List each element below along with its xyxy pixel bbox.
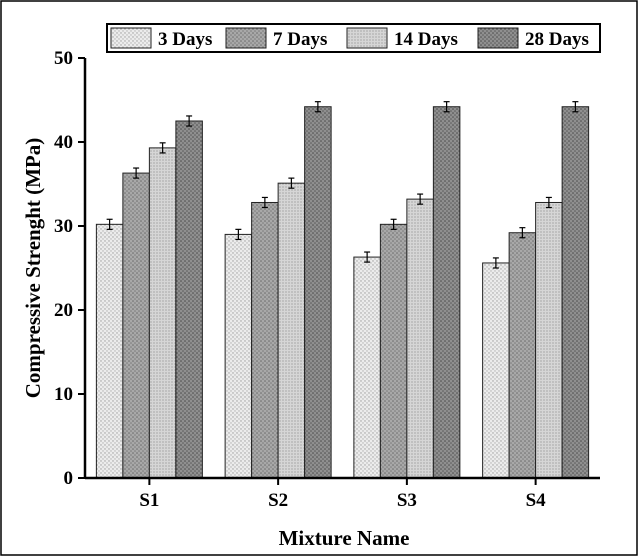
bar-s4-series-1 <box>508 232 537 479</box>
legend-label: 28 Days <box>525 29 589 50</box>
bar-s3-series-1 <box>379 223 408 479</box>
x-tick-label: S1 <box>139 490 159 511</box>
bar-s2-series-3 <box>304 106 332 479</box>
bar-s2-series-0 <box>224 233 253 479</box>
bar-s4-series-3 <box>561 106 590 479</box>
bar-s1-series-1 <box>122 172 150 479</box>
bar-s3-series-2 <box>406 198 434 479</box>
legend-swatch <box>477 27 519 49</box>
legend-label: 7 Days <box>273 29 327 50</box>
y-tick-label: 50 <box>54 48 73 69</box>
legend-swatch <box>225 27 267 49</box>
x-tick-label: S2 <box>268 490 288 511</box>
error-bars-group <box>106 101 579 269</box>
legend: 3 Days 7 Days 14 Days 28 Days <box>106 23 601 53</box>
x-ticks: S1 S2 S3 S4 <box>139 478 546 511</box>
bar-s3-series-0 <box>353 256 381 479</box>
x-tick-label: S4 <box>526 490 547 511</box>
legend-swatch <box>110 27 152 49</box>
legend-swatch <box>346 27 388 49</box>
y-tick-label: 30 <box>54 216 73 237</box>
bar-s2-series-1 <box>251 201 279 479</box>
y-axis-title: Compressive Strenght (MPa) <box>21 138 45 399</box>
legend-label: 3 Days <box>158 29 212 50</box>
y-tick-label: 10 <box>54 384 73 405</box>
y-ticks: 0 10 20 30 40 50 <box>54 48 85 489</box>
bar-s2-series-2 <box>277 182 306 479</box>
bars-group <box>95 106 590 479</box>
bar-s1-series-3 <box>175 120 203 479</box>
bar-s1-series-0 <box>95 223 124 479</box>
bar-s3-series-3 <box>432 106 461 479</box>
axes <box>83 58 600 480</box>
bar-s4-series-0 <box>482 262 510 479</box>
y-tick-label: 0 <box>64 468 74 489</box>
bar-s1-series-2 <box>148 147 177 479</box>
bar-s4-series-2 <box>535 201 563 479</box>
x-axis-title: Mixture Name <box>279 526 410 550</box>
x-tick-label: S3 <box>397 490 417 511</box>
legend-label: 14 Days <box>394 29 458 50</box>
y-tick-label: 40 <box>54 132 73 153</box>
y-tick-label: 20 <box>54 300 73 321</box>
